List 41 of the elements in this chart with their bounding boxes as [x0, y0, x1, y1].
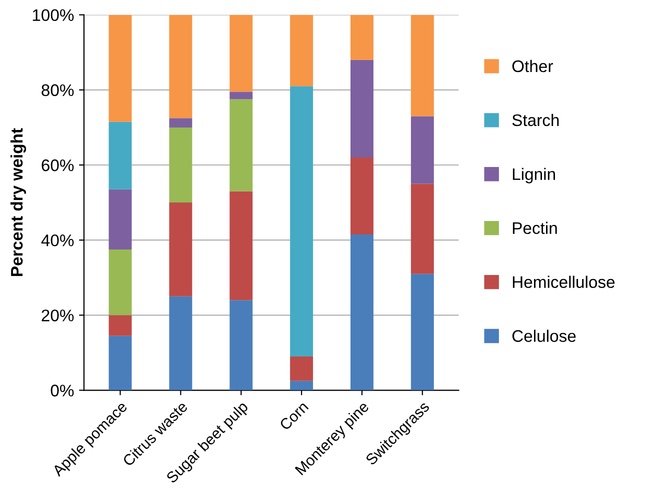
bar: [230, 191, 253, 300]
y-tick-label: 20%: [42, 310, 74, 322]
bar: [290, 380, 314, 390]
bar: [169, 202, 192, 296]
bar: [290, 86, 314, 356]
bar: [230, 14, 253, 92]
bar: [169, 127, 192, 203]
y-tick-label: 0%: [50, 384, 74, 396]
bar: [230, 300, 253, 390]
bar: [350, 14, 374, 60]
legend-label: Other: [512, 60, 553, 72]
y-tick-label: 40%: [41, 234, 74, 246]
bar: [410, 116, 434, 184]
bar: [350, 234, 374, 390]
bar: [108, 249, 132, 316]
bar: [290, 356, 314, 381]
bar: [108, 315, 132, 336]
bar: [290, 14, 314, 86]
legend-label: Pectin: [512, 222, 557, 234]
bar: [230, 92, 253, 100]
y-tick-label: 60%: [42, 159, 74, 172]
bar: [108, 14, 132, 122]
legend-label: Celulose: [512, 330, 576, 342]
legend-label: Lignin: [512, 168, 555, 184]
bar: [169, 14, 192, 118]
y-tick-label: 80%: [42, 84, 74, 96]
legend-label: Starch: [512, 114, 559, 126]
y-axis-title: Percent dry weight: [10, 128, 26, 276]
bar: [350, 157, 374, 234]
bar: [350, 60, 374, 158]
y-tick-label: 100%: [32, 9, 74, 22]
bar: [108, 122, 132, 190]
bar: [169, 118, 192, 128]
bar: [410, 184, 434, 274]
legend-label: Hemicellulose: [512, 276, 615, 288]
bar: [169, 296, 192, 390]
bar: [108, 189, 132, 250]
bar: [410, 274, 434, 390]
bar: [230, 99, 253, 192]
bar: [108, 336, 132, 390]
bar: [410, 14, 434, 116]
